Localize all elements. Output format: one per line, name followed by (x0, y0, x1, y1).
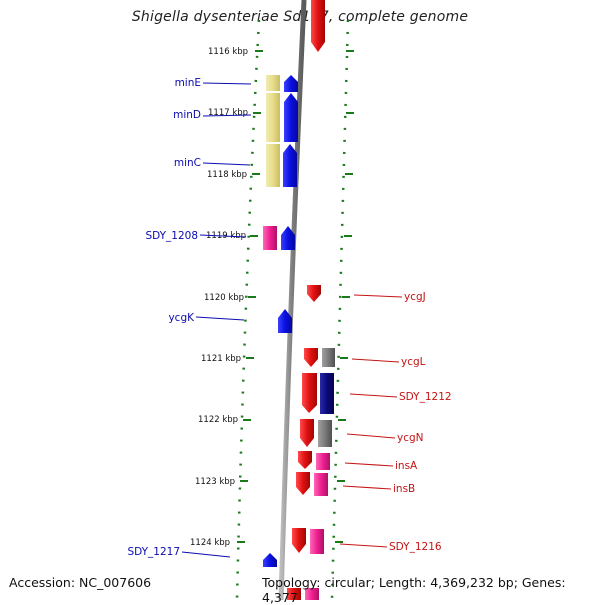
gene-arrow (296, 472, 310, 495)
label-leader (344, 462, 394, 467)
label-leader (195, 316, 245, 321)
gene-label-minD[interactable]: minD (173, 109, 201, 121)
label-leader (342, 485, 392, 490)
tick-label: 1121 kbp (201, 354, 241, 364)
tick-label: 1116 kbp (208, 47, 248, 57)
gene-arrow (305, 588, 319, 600)
tick-label: 1117 kbp (208, 108, 248, 118)
label-leader (199, 234, 247, 238)
tick-label: 1123 kbp (195, 477, 235, 487)
gene-arrow (281, 226, 295, 250)
gene-label-SDY_1216[interactable]: SDY_1216 (389, 541, 442, 553)
label-leader (181, 551, 231, 558)
genome-title: Shigella dysenteriae Sd197, complete gen… (131, 9, 469, 25)
label-leader (346, 433, 396, 439)
gene-arrow (310, 529, 324, 554)
gene-arrow (266, 144, 280, 187)
gene-label-ycgL[interactable]: ycgL (401, 356, 426, 368)
gene-label-insB[interactable]: insB (393, 483, 415, 495)
gene-arrow (320, 373, 334, 414)
right-gene-labels: ycgJ ycgL SDY_1212 ycgN insA insB SDY_12… (339, 291, 452, 553)
label-leader (351, 358, 400, 363)
gene-label-ycgJ[interactable]: ycgJ (404, 291, 426, 303)
gene-arrow (292, 528, 306, 553)
gene-arrow (322, 348, 335, 367)
tick-label: 1124 kbp (190, 538, 230, 548)
gene-label-insA[interactable]: insA (395, 460, 418, 472)
gene-label-ycgK[interactable]: ycgK (168, 312, 195, 324)
label-leader (353, 294, 403, 298)
gene-label-minE[interactable]: minE (175, 77, 201, 89)
gene-label-SDY_1217[interactable]: SDY_1217 (127, 546, 180, 558)
genome-backbone (278, 0, 307, 600)
gene-arrow (311, 0, 325, 52)
gene-arrow (266, 75, 280, 91)
gene-arrow (304, 348, 318, 367)
label-leader (202, 162, 251, 166)
gene-label-ycgN[interactable]: ycgN (397, 432, 424, 444)
gene-arrow (302, 373, 317, 413)
scale-ticks: 1116 kbp 1117 kbp 1118 kbp 1119 kbp 1120… (190, 47, 354, 548)
gene-arrow (316, 453, 330, 470)
gene-arrow (298, 451, 312, 469)
label-leader (349, 393, 398, 398)
tick-label: 1120 kbp (204, 293, 244, 303)
left-scale-ring (235, 19, 261, 600)
gene-arrow (266, 93, 280, 142)
left-gene-labels: minE minD minC SDY_1208 ycgK SDY_1217 (127, 77, 252, 558)
label-leader (202, 82, 252, 85)
gene-arrow (307, 285, 321, 302)
gene-arrow (278, 309, 292, 333)
label-leader (202, 114, 252, 117)
topology-text: Topology: circular; Length: 4,369,232 bp… (262, 575, 566, 605)
gene-label-minC[interactable]: minC (174, 157, 201, 169)
gene-label-SDY_1212[interactable]: SDY_1212 (399, 391, 452, 403)
tick-label: 1122 kbp (198, 415, 238, 425)
gene-arrow (300, 419, 314, 447)
gene-arrow (287, 588, 301, 600)
right-scale-ring (330, 19, 350, 600)
reverse-strand-genes (263, 0, 325, 567)
gene-arrow (318, 420, 332, 447)
gene-arrow (314, 473, 328, 496)
gene-arrow (263, 553, 277, 567)
gene-arrow (284, 75, 298, 92)
gene-arrow (263, 226, 277, 250)
forward-strand-genes (287, 285, 335, 600)
gene-label-SDY_1208[interactable]: SDY_1208 (145, 230, 198, 242)
gene-arrow (284, 93, 298, 142)
gene-arrow (283, 144, 297, 187)
accession-text: Accession: NC_007606 (9, 575, 152, 590)
label-leader (339, 543, 388, 548)
tick-label: 1118 kbp (207, 170, 247, 180)
